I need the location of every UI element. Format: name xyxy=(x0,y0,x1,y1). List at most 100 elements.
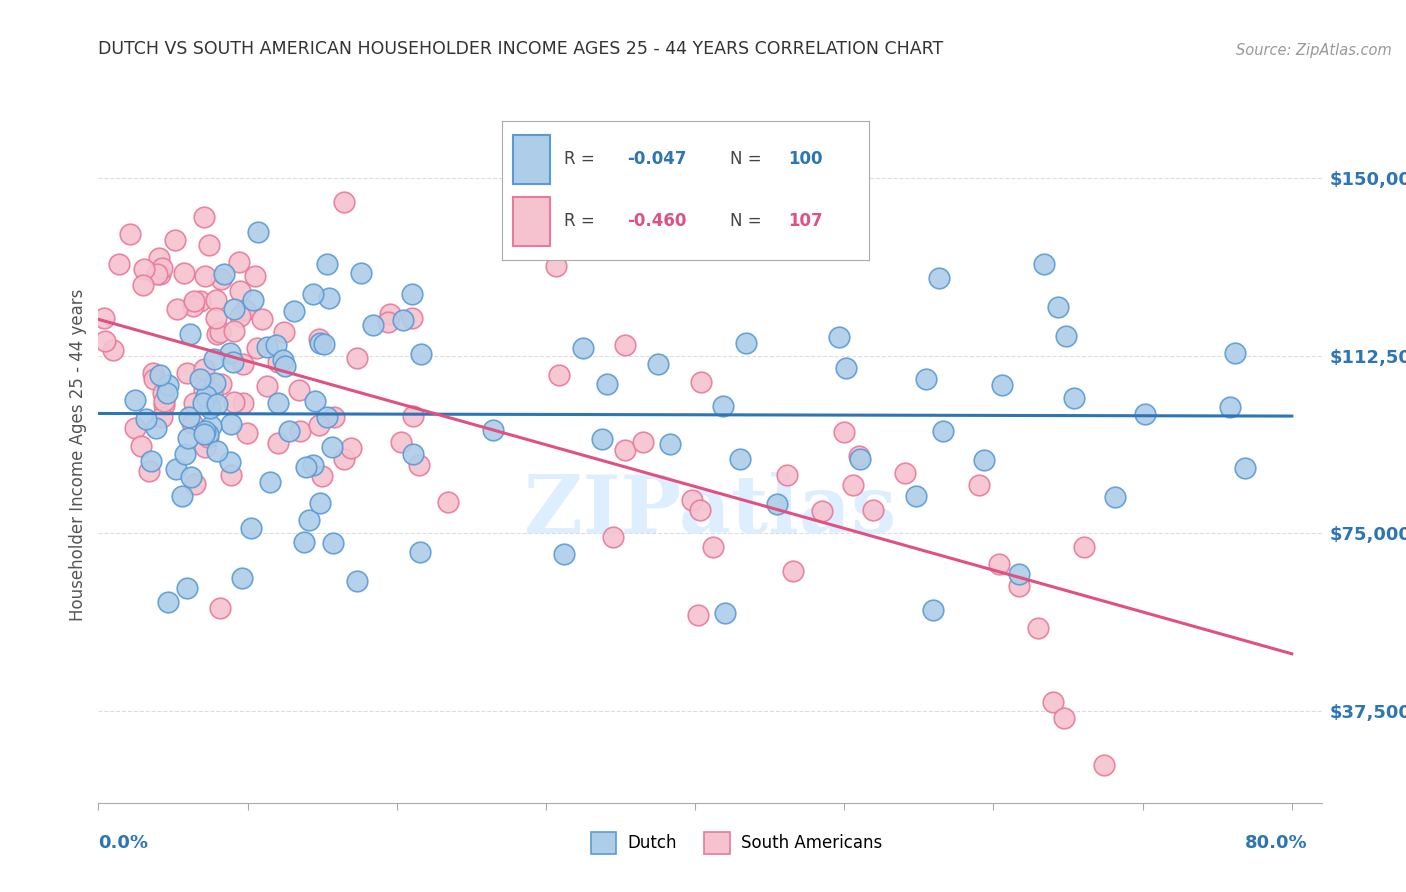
Point xyxy=(1063,392,1085,406)
Point xyxy=(229,309,252,323)
Point xyxy=(835,361,858,376)
Point xyxy=(1219,400,1241,414)
Point xyxy=(546,259,568,273)
Text: South Americans: South Americans xyxy=(741,834,882,852)
Point xyxy=(377,315,399,329)
Point xyxy=(181,299,204,313)
Point xyxy=(205,397,228,411)
Point xyxy=(932,424,955,438)
Point xyxy=(193,362,215,376)
Point xyxy=(321,440,343,454)
Point xyxy=(1225,346,1247,360)
Point xyxy=(198,238,221,252)
Point xyxy=(314,336,336,351)
Point xyxy=(1054,329,1077,343)
Point xyxy=(138,464,160,478)
Point xyxy=(283,303,305,318)
Point xyxy=(316,410,339,425)
Point xyxy=(832,425,855,439)
Point xyxy=(1008,567,1031,582)
Point xyxy=(728,452,751,467)
Point xyxy=(180,470,202,484)
Point xyxy=(232,396,254,410)
Point xyxy=(165,233,187,247)
Point xyxy=(409,347,432,361)
Point xyxy=(322,536,344,550)
Point xyxy=(1133,407,1156,421)
Point xyxy=(288,384,311,398)
Text: Source: ZipAtlas.com: Source: ZipAtlas.com xyxy=(1236,43,1392,58)
Point xyxy=(389,435,412,450)
Point xyxy=(437,494,460,508)
Point xyxy=(176,366,198,380)
Point xyxy=(591,432,613,446)
Point xyxy=(145,421,167,435)
Point xyxy=(311,469,333,483)
Point xyxy=(165,462,187,476)
Point xyxy=(202,352,225,367)
Point xyxy=(309,335,332,350)
Point xyxy=(848,450,870,464)
Point xyxy=(150,261,173,276)
Point xyxy=(267,355,290,369)
Point xyxy=(205,293,228,307)
Point xyxy=(553,547,575,561)
Point xyxy=(402,409,425,424)
Point xyxy=(267,435,290,450)
Point xyxy=(152,410,174,425)
Point xyxy=(350,266,373,280)
Point xyxy=(193,211,215,225)
Point xyxy=(93,311,115,326)
Point xyxy=(915,372,938,386)
Point xyxy=(782,564,804,578)
Point xyxy=(208,601,231,615)
Point xyxy=(183,396,205,410)
Point xyxy=(688,607,710,622)
Point xyxy=(142,366,165,380)
Point xyxy=(1053,711,1076,725)
Point xyxy=(209,376,232,391)
Point xyxy=(205,310,228,325)
Text: DUTCH VS SOUTH AMERICAN HOUSEHOLDER INCOME AGES 25 - 44 YEARS CORRELATION CHART: DUTCH VS SOUTH AMERICAN HOUSEHOLDER INCO… xyxy=(98,40,943,58)
Point xyxy=(243,268,266,283)
Point xyxy=(129,439,152,453)
Point xyxy=(401,287,423,301)
Point xyxy=(219,345,242,359)
Point xyxy=(323,409,346,424)
Point xyxy=(346,351,368,365)
Point xyxy=(613,443,636,458)
Point xyxy=(153,398,176,412)
Point xyxy=(1026,621,1049,635)
Point xyxy=(659,436,682,450)
Point xyxy=(197,398,219,412)
Point xyxy=(232,357,254,371)
Point xyxy=(139,454,162,468)
Point xyxy=(482,423,505,437)
Point xyxy=(278,424,301,438)
Point xyxy=(222,302,245,317)
Point xyxy=(735,335,758,350)
Point xyxy=(176,581,198,595)
Point xyxy=(197,427,219,442)
Point xyxy=(304,394,326,409)
Point xyxy=(295,460,318,475)
Point xyxy=(198,401,221,415)
Point xyxy=(271,353,294,368)
Point xyxy=(183,477,205,491)
Point xyxy=(153,394,176,409)
Point xyxy=(197,430,219,444)
Point xyxy=(208,326,231,340)
Point xyxy=(166,302,188,317)
Point xyxy=(181,416,204,430)
Point xyxy=(174,447,197,461)
Point xyxy=(547,368,569,382)
Point xyxy=(967,478,990,492)
Point xyxy=(318,291,340,305)
Point xyxy=(201,385,224,400)
Point xyxy=(194,389,217,403)
Point xyxy=(811,504,834,518)
Point xyxy=(828,329,851,343)
Point xyxy=(229,284,252,298)
Point xyxy=(132,262,155,277)
Point xyxy=(135,412,157,426)
